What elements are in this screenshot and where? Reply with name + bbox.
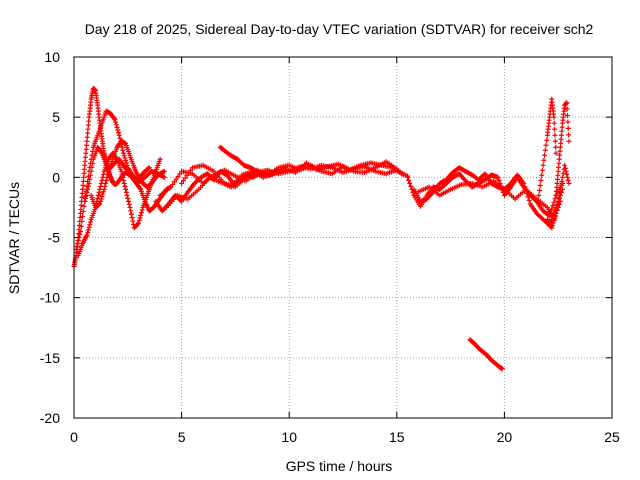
series-mid-e [153,168,262,214]
x-tick-label: 25 [604,429,620,445]
series-markers [544,162,572,231]
grid-layer [74,57,612,418]
series-early-e [88,138,167,210]
series-late-spike-b [553,100,572,198]
x-tick-label: 10 [281,429,297,445]
x-tick-label: 20 [497,429,513,445]
x-tick-label: 0 [70,429,78,445]
tick-layer: 0 5 10 15 20 25 10 5 0 -5 -10 -15 -20 [40,49,620,445]
x-tick-label: 5 [178,429,186,445]
series-markers [153,168,262,214]
series-outlier [467,337,505,372]
series-mid-c [179,159,400,190]
data-layer [71,85,572,372]
series-late-spike-c [544,162,572,231]
y-tick-label: -5 [48,230,61,246]
chart-title: Day 218 of 2025, Sidereal Day-to-day VTE… [85,21,594,37]
x-tick-label: 15 [389,429,405,445]
series-markers [411,165,566,228]
y-tick-label: -15 [40,350,60,366]
y-tick-label: 10 [44,49,60,65]
y-tick-label: -20 [40,410,60,426]
series-markers [88,138,167,210]
series-late-b [411,165,566,228]
series-mid-d [217,144,286,178]
series-markers [415,178,563,222]
x-axis-label: GPS time / hours [286,458,393,474]
series-late-spike-a [536,96,559,198]
series-markers [536,96,559,198]
y-tick-label: 5 [52,109,60,125]
series-late-c [415,178,563,222]
series-markers [553,100,572,198]
series-markers [467,337,505,372]
series-markers [179,159,400,190]
series-markers [217,144,286,178]
y-axis-label: SDTVAR / TECUs [6,182,22,294]
y-tick-label: 0 [52,169,60,185]
y-tick-label: -10 [40,290,60,306]
